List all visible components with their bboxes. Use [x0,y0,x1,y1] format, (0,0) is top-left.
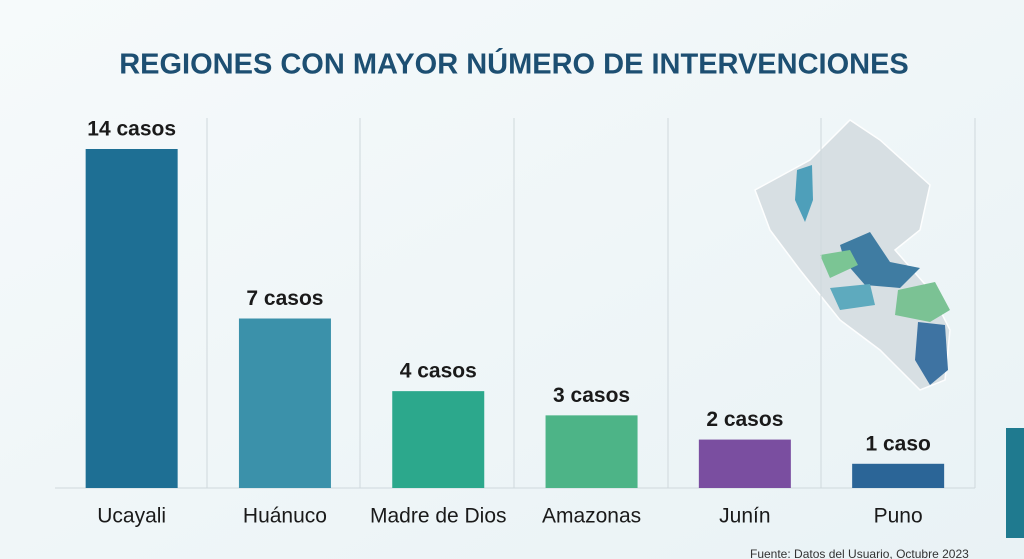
bar [392,391,485,488]
bar [85,149,178,488]
separators [55,118,976,489]
bar [238,318,331,488]
x-tick-label: Huánuco [243,505,327,528]
bar [852,463,945,488]
x-tick-label: Puno [874,505,923,528]
x-tick-label: Amazonas [542,505,641,528]
value-label: 4 casos [400,360,477,383]
value-label: 14 casos [87,118,176,141]
x-tick-label: Junín [719,505,770,528]
x-tick-label: Madre de Dios [370,505,507,528]
chart-title: REGIONES CON MAYOR NÚMERO DE INTERVENCIO… [119,47,909,81]
bar [545,415,638,488]
value-label: 1 caso [865,432,930,455]
bar [698,439,791,488]
x-tick-label: Ucayali [97,505,166,528]
source-note: Fuente: Datos del Usuario, Octubre 2023 [750,547,969,559]
value-label: 3 casos [553,384,630,407]
map-decoration [754,119,951,391]
accent-bar [1006,428,1024,538]
value-label: 7 casos [246,287,323,310]
value-label: 2 casos [706,408,783,431]
